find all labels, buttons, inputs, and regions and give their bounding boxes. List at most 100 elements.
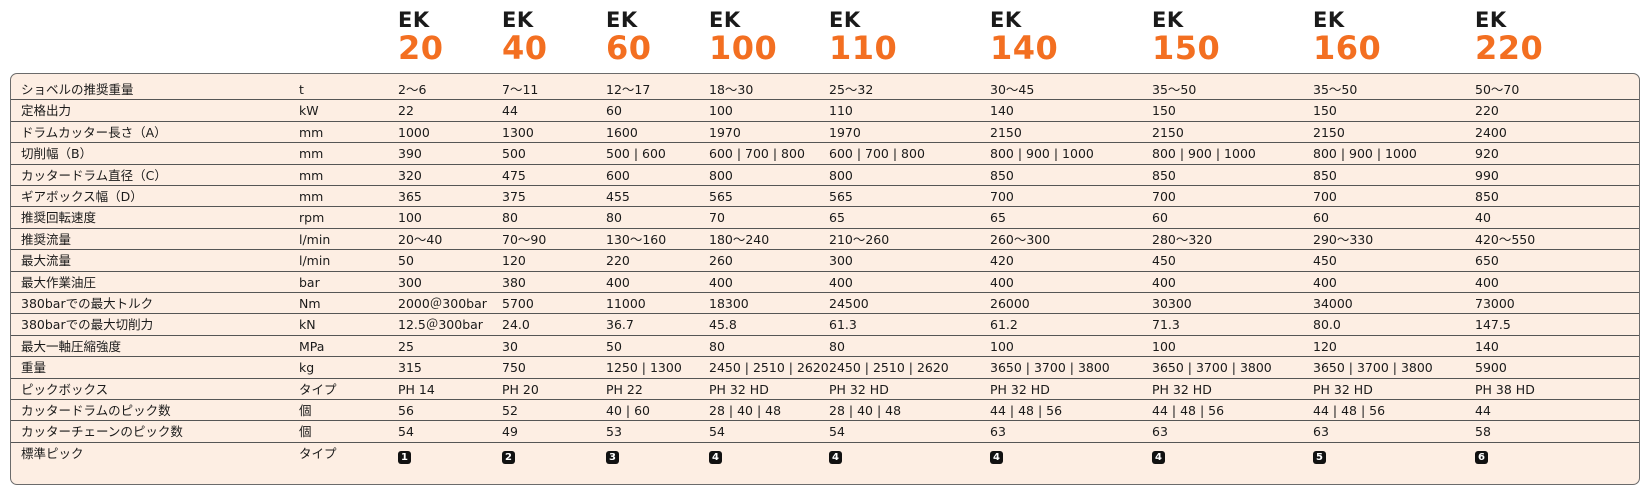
value-cell: 800 (709, 167, 733, 183)
value-cell: 44 (502, 103, 518, 119)
row-label: 重量 (21, 360, 47, 376)
value-cell: 4 (709, 443, 722, 464)
row-label: 最大作業油圧 (21, 274, 97, 290)
value-cell: 24.0 (502, 317, 530, 333)
value-cell: 24500 (829, 296, 869, 311)
value-cell: 52 (502, 403, 518, 418)
row-unit: bar (299, 274, 320, 290)
model-prefix: EK (1475, 8, 1507, 32)
row-unit: Nm (299, 296, 321, 311)
row-unit: MPa (299, 338, 325, 354)
model-heading: EK 220 (1475, 8, 1543, 65)
value-cell: 28 | 40 | 48 (709, 403, 782, 418)
value-cell: 22 (398, 103, 414, 119)
pick-type-badge: 2 (502, 450, 515, 464)
value-cell: 1970 (829, 124, 861, 140)
model-number: 110 (829, 29, 898, 67)
table-row: 切削幅（B） mm 390 500 500 | 600 600 | 700 | 800 60… (11, 143, 1639, 165)
pick-type-badge: 4 (990, 450, 1003, 464)
value-cell: 150 (1313, 103, 1337, 119)
value-cell: 4 (990, 443, 1003, 464)
value-cell: 44 (1475, 403, 1491, 418)
table-row: ピックボックス タイプ PH 14 PH 20 PH 22 PH 32 HD PH 32 H… (11, 379, 1639, 400)
value-cell: 100 (709, 103, 733, 119)
pick-type-badge: 4 (1152, 450, 1165, 464)
value-cell: 5 (1313, 443, 1326, 464)
value-cell: 1970 (709, 124, 741, 140)
row-unit: 個 (299, 424, 312, 440)
row-label: 定格出力 (21, 103, 72, 119)
value-cell: 2150 (990, 124, 1022, 140)
value-cell: 71.3 (1152, 317, 1180, 333)
value-cell: 300 (829, 253, 853, 269)
value-cell: 3650 | 3700 | 3800 (1313, 360, 1433, 376)
table-row: 定格出力 kW 22 44 60 100 110 140 150 150 220 (11, 100, 1639, 122)
value-cell: 400 (709, 274, 733, 290)
value-cell: 3650 | 3700 | 3800 (990, 360, 1110, 376)
value-cell: 2～6 (398, 82, 427, 97)
value-cell: 80 (829, 338, 845, 354)
value-cell: 44 | 48 | 56 (990, 403, 1063, 418)
model-prefix: EK (398, 8, 430, 32)
row-label: ショベルの推奨重量 (21, 82, 134, 97)
value-cell: PH 20 (502, 381, 539, 397)
row-unit: l/min (299, 253, 331, 269)
value-cell: 220 (1475, 103, 1499, 119)
value-cell: 800 | 900 | 1000 (1313, 146, 1417, 162)
value-cell: 120 (1313, 338, 1337, 354)
row-unit: mm (299, 124, 324, 140)
value-cell: 50 (606, 338, 622, 354)
value-cell: 150 (1152, 103, 1176, 119)
table-row: カッターチェーンのピック数 個 54 49 53 54 54 63 63 63 58 (11, 421, 1639, 443)
value-cell: 390 (398, 146, 422, 162)
value-cell: 280～320 (1152, 231, 1213, 247)
value-cell: 70～90 (502, 231, 547, 247)
value-cell: 800 | 900 | 1000 (990, 146, 1094, 162)
value-cell: 400 (606, 274, 630, 290)
model-heading: EK 140 (990, 10, 1059, 67)
value-cell: 2 (502, 443, 515, 464)
value-cell: 210～260 (829, 231, 890, 247)
pick-type-badge: 3 (606, 450, 619, 464)
value-cell: 100 (990, 338, 1014, 354)
row-label: 380barでの最大トルク (21, 296, 154, 311)
value-cell: 18300 (709, 296, 749, 311)
value-cell: 800 (829, 167, 853, 183)
model-number: 140 (990, 29, 1059, 67)
table-row: 推奨回転速度 rpm 100 80 80 70 65 65 60 60 40 (11, 207, 1639, 229)
pick-type-badge: 4 (709, 450, 722, 464)
value-cell: 375 (502, 189, 526, 204)
value-cell: 70 (709, 210, 725, 226)
value-cell: 30 (502, 338, 518, 354)
value-cell: 2150 (1313, 124, 1345, 140)
value-cell: 73000 (1475, 296, 1515, 311)
table-row: 最大流量 l/min 50 120 220 260 300 420 450 450 650 (11, 250, 1639, 272)
model-heading: EK 20 (398, 8, 444, 67)
model-heading: EK 100 (709, 10, 777, 65)
value-cell: 260～300 (990, 231, 1051, 247)
value-cell: 20～40 (398, 231, 443, 247)
row-label: 標準ピック (21, 445, 84, 461)
row-label: 切削幅（B） (21, 146, 93, 162)
value-cell: 65 (829, 210, 845, 226)
value-cell: 61.3 (829, 317, 857, 333)
value-cell: 565 (709, 189, 733, 204)
value-cell: 65 (990, 210, 1006, 226)
value-cell: 400 (1152, 274, 1176, 290)
model-heading: EK 110 (829, 10, 898, 67)
value-cell: 850 (1475, 189, 1499, 204)
value-cell: 54 (398, 424, 414, 440)
value-cell: 80 (502, 210, 518, 226)
value-cell: 35～50 (1152, 82, 1197, 97)
value-cell: 850 (1313, 167, 1337, 183)
value-cell: 600 (606, 167, 630, 183)
model-number: 60 (606, 29, 652, 67)
value-cell: 56 (398, 403, 414, 418)
value-cell: 2450 | 2510 | 2620 (829, 360, 949, 376)
value-cell: 500 | 600 (606, 146, 666, 162)
value-cell: 58 (1475, 424, 1491, 440)
value-cell: 450 (1152, 253, 1176, 269)
model-number: 20 (398, 29, 444, 67)
value-cell: 100 (398, 210, 422, 226)
row-unit: mm (299, 189, 324, 204)
